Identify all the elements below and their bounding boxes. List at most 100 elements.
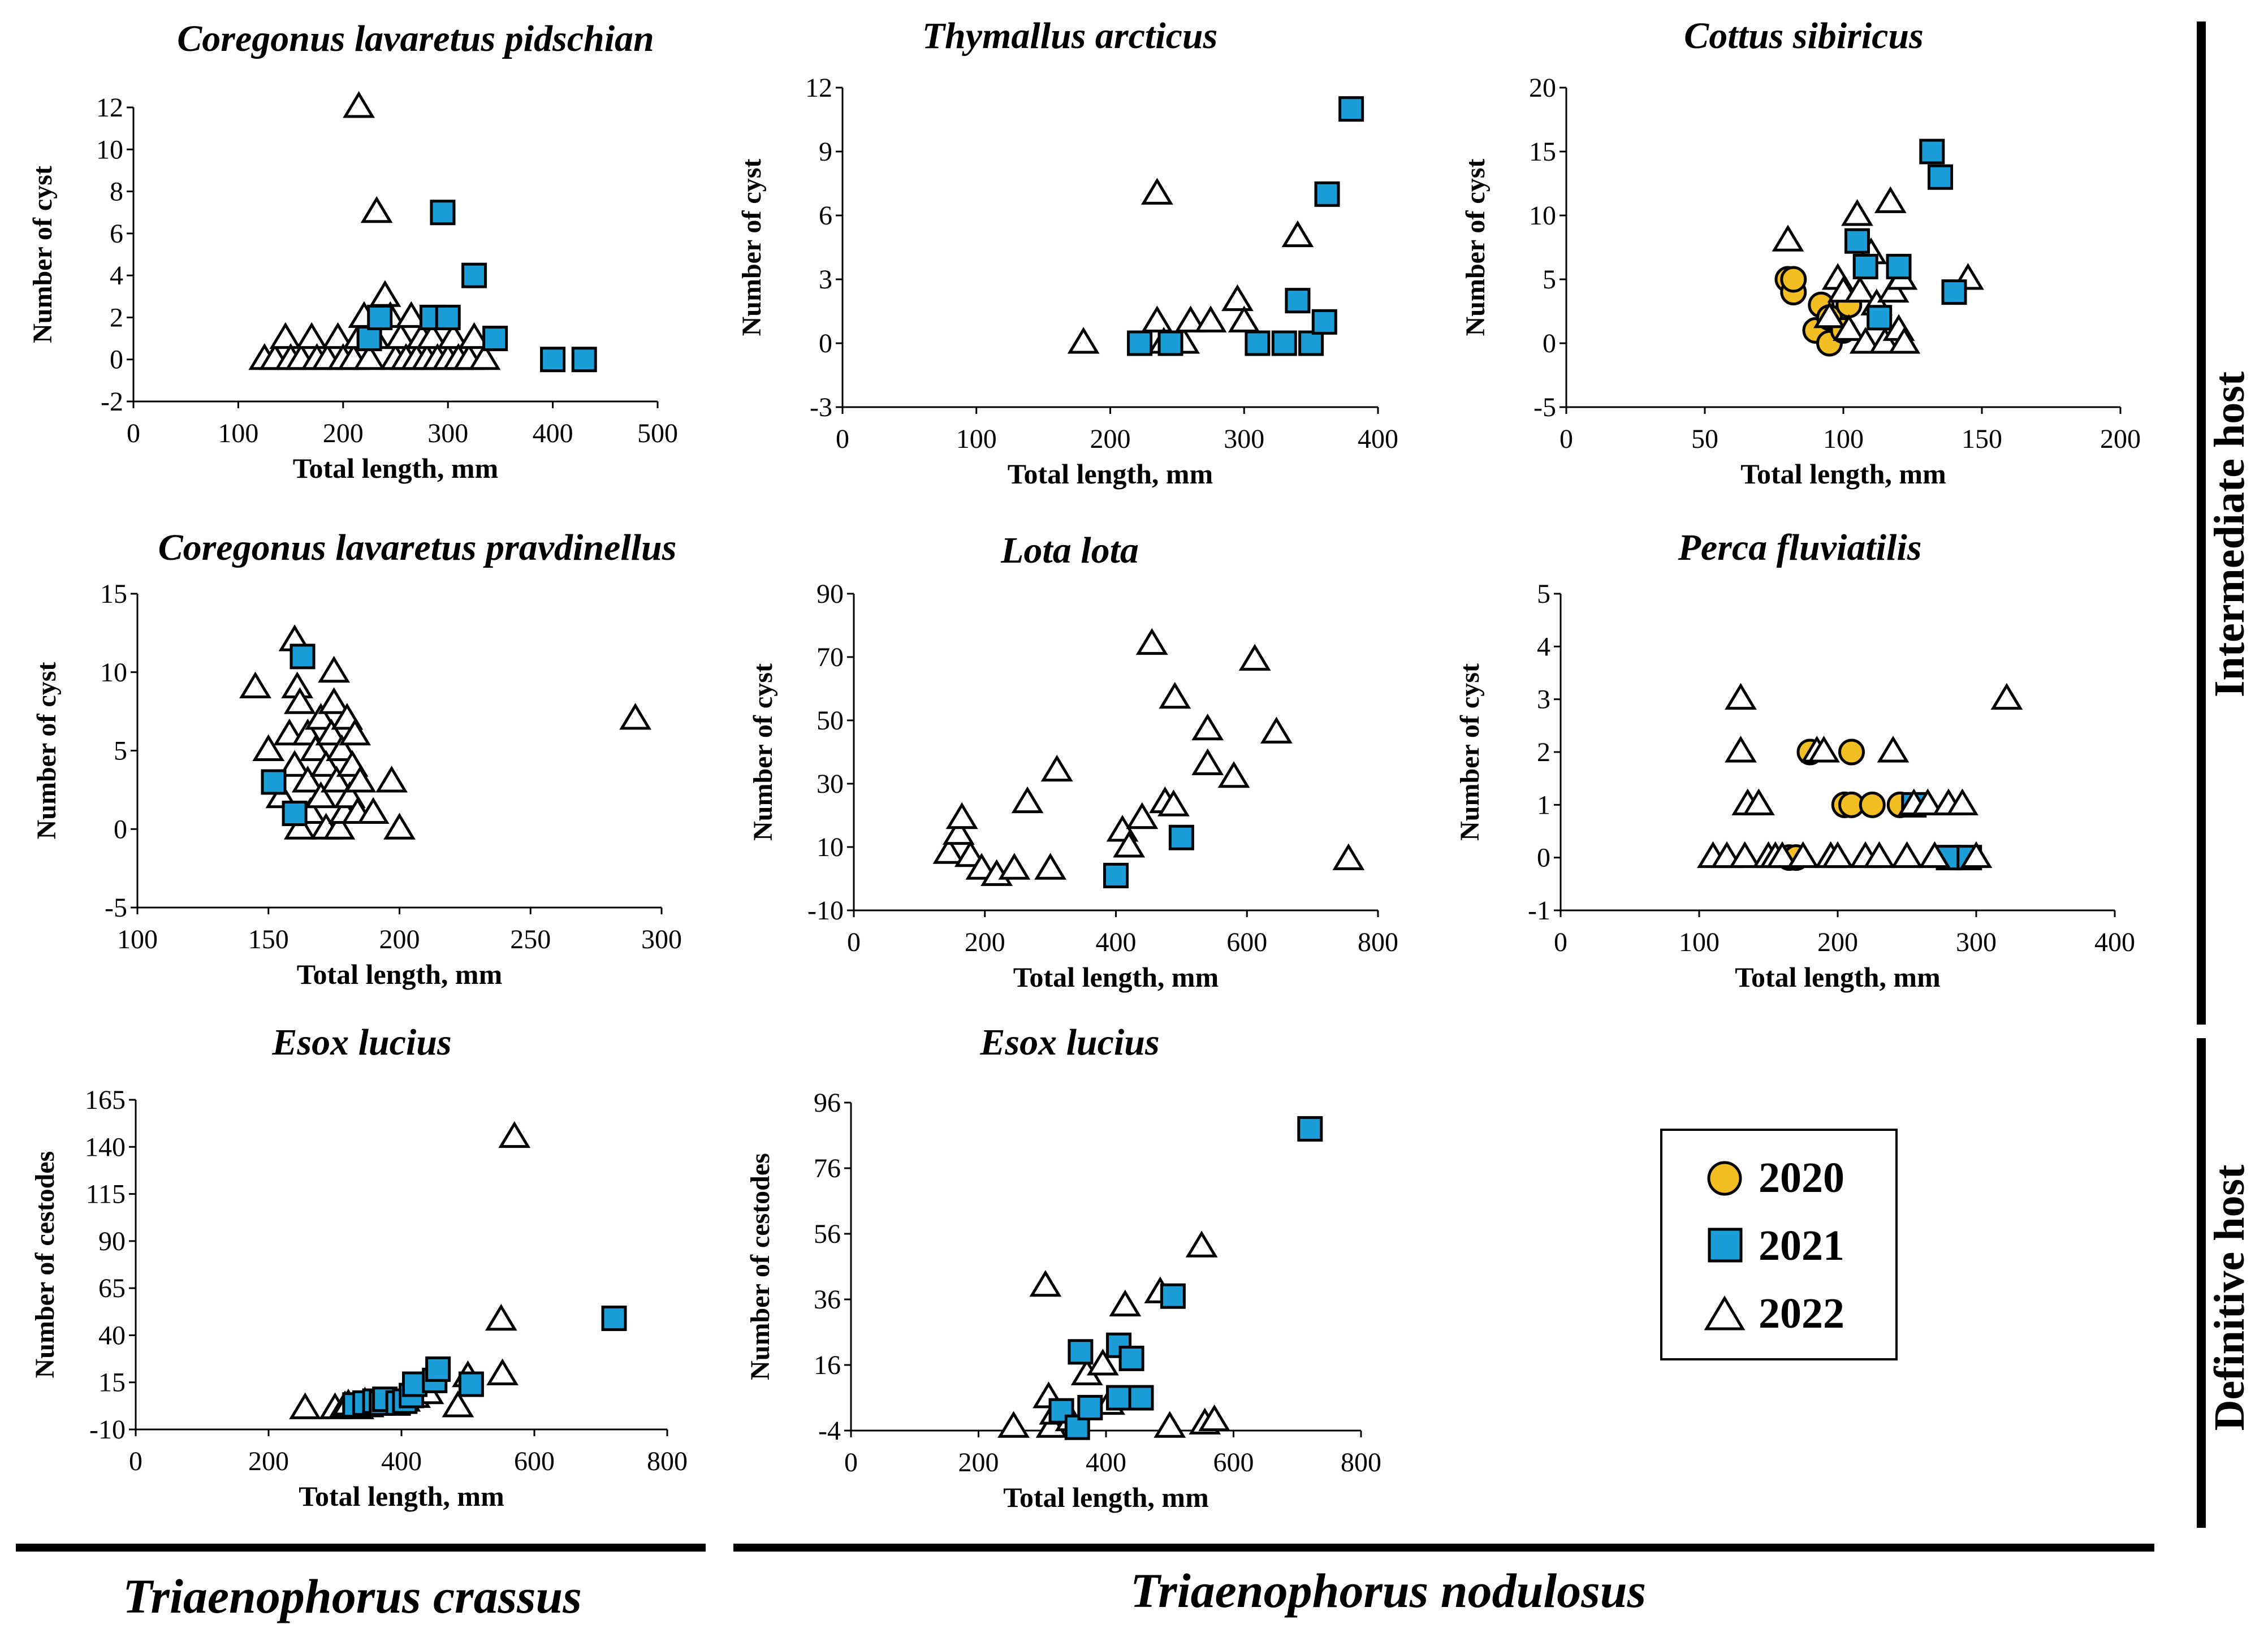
data-point-2021 bbox=[1338, 96, 1364, 122]
data-point-2021 bbox=[1103, 862, 1129, 888]
data-point-2022 bbox=[437, 322, 469, 349]
data-point-2022 bbox=[339, 718, 371, 746]
data-point-2022 bbox=[1141, 305, 1173, 332]
y-tick-label: 5 bbox=[114, 736, 127, 766]
data-point-2021 bbox=[1271, 330, 1297, 356]
x-tick-label: 200 bbox=[965, 927, 1005, 957]
data-point-2022 bbox=[291, 766, 324, 793]
x-tick-label: 150 bbox=[1962, 424, 2002, 454]
y-tick-label: 10 bbox=[96, 135, 123, 165]
data-point-2022 bbox=[1067, 327, 1100, 354]
data-point-2022 bbox=[1217, 761, 1250, 788]
data-point-2021 bbox=[1128, 1385, 1154, 1411]
data-point-2022 bbox=[1113, 831, 1146, 858]
data-point-2021 bbox=[1941, 279, 1967, 305]
data-point-2022 bbox=[322, 322, 354, 349]
data-point-2022 bbox=[1877, 275, 1910, 303]
data-point-2022 bbox=[1332, 843, 1365, 870]
y-tick-label: 0 bbox=[1543, 329, 1556, 358]
data-point-2022 bbox=[326, 734, 358, 761]
data-point-2022 bbox=[1194, 305, 1227, 332]
data-point-2021 bbox=[1867, 305, 1893, 331]
x-tick-label: 800 bbox=[1358, 927, 1398, 957]
data-point-2021 bbox=[1168, 824, 1194, 850]
x-axis-label: Total length, mm bbox=[1008, 458, 1213, 490]
data-point-2022 bbox=[252, 734, 285, 761]
data-point-2022 bbox=[239, 671, 271, 698]
x-axis-label: Total length, mm bbox=[1013, 961, 1219, 993]
y-tick-label: 5 bbox=[1537, 579, 1550, 609]
y-tick-label: 5 bbox=[1543, 265, 1556, 295]
data-point-2022 bbox=[468, 343, 501, 370]
x-tick-label: 200 bbox=[958, 1448, 999, 1477]
data-point-2022 bbox=[1109, 1289, 1142, 1317]
y-tick-label: -5 bbox=[1533, 392, 1556, 422]
data-point-2021 bbox=[1068, 1339, 1094, 1365]
x-tick-label: 0 bbox=[1559, 424, 1573, 454]
x-tick-label: 0 bbox=[844, 1448, 858, 1477]
data-point-2022 bbox=[1729, 841, 1761, 869]
legend: 2020 2021 2022 bbox=[1660, 1129, 1898, 1360]
data-point-2022 bbox=[1154, 1411, 1186, 1438]
nodulosus-label: Triaenophorus nodulosus bbox=[1130, 1563, 1646, 1618]
y-tick-label: 96 bbox=[814, 1088, 841, 1118]
x-tick-label: 100 bbox=[1679, 927, 1720, 957]
data-point-2022 bbox=[1198, 1404, 1231, 1432]
data-point-2022 bbox=[486, 1358, 519, 1385]
x-tick-label: 500 bbox=[637, 418, 678, 448]
data-point-2022 bbox=[619, 703, 652, 730]
data-point-2020 bbox=[1838, 738, 1865, 766]
y-tick-label: -3 bbox=[810, 392, 832, 422]
y-tick-label: 115 bbox=[86, 1180, 126, 1209]
y-tick-label: -5 bbox=[105, 893, 127, 923]
y-axis-label: Number of cyst bbox=[748, 663, 778, 841]
data-point-2022 bbox=[299, 734, 332, 761]
data-point-2022 bbox=[1874, 186, 1907, 213]
chart-title: Coregonus lavaretus pravdinellus bbox=[158, 527, 677, 568]
y-tick-label: 4 bbox=[110, 261, 123, 291]
x-tick-label: 300 bbox=[1224, 424, 1264, 454]
x-tick-label: 400 bbox=[1358, 424, 1398, 454]
data-point-2022 bbox=[369, 280, 401, 307]
y-tick-label: 76 bbox=[814, 1154, 841, 1183]
data-point-2022 bbox=[353, 343, 386, 370]
y-tick-label: 2 bbox=[110, 303, 123, 332]
data-point-2022 bbox=[1040, 754, 1073, 782]
data-point-2022 bbox=[1960, 841, 1993, 869]
data-point-2022 bbox=[1911, 788, 1944, 815]
data-point-2022 bbox=[1191, 713, 1224, 741]
data-point-2021 bbox=[425, 1356, 451, 1382]
y-axis-label: Number of cyst bbox=[32, 662, 62, 840]
y-tick-label: 2 bbox=[1537, 737, 1550, 767]
data-point-2021 bbox=[1106, 1332, 1132, 1358]
data-point-2022 bbox=[1742, 788, 1775, 815]
x-tick-label: 200 bbox=[379, 924, 420, 954]
data-point-2022 bbox=[310, 750, 343, 777]
data-point-2022 bbox=[1888, 327, 1921, 354]
data-point-2022 bbox=[1135, 628, 1168, 655]
data-point-2021 bbox=[1245, 330, 1271, 356]
y-axis-label: Number of cyst bbox=[1455, 663, 1485, 841]
y-tick-label: -10 bbox=[807, 896, 844, 926]
data-point-2022 bbox=[458, 322, 490, 349]
x-tick-label: 400 bbox=[2094, 927, 2135, 957]
legend-label-2021: 2021 bbox=[1759, 1222, 1844, 1269]
y-tick-label: -10 bbox=[89, 1415, 126, 1445]
chart-title: Coregonus lavaretus pidschian bbox=[177, 18, 654, 59]
x-tick-label: 200 bbox=[1090, 424, 1131, 454]
data-point-2021 bbox=[1928, 164, 1953, 190]
data-point-2022 bbox=[1228, 305, 1260, 332]
chart-panel-1: Coregonus lavaretus pidschian-2024681012… bbox=[28, 18, 678, 484]
y-tick-label: 16 bbox=[814, 1350, 841, 1380]
y-tick-label: 0 bbox=[110, 345, 123, 375]
data-point-2021 bbox=[435, 304, 461, 330]
data-point-2021 bbox=[1157, 330, 1183, 356]
data-point-2022 bbox=[269, 322, 302, 349]
data-point-2021 bbox=[1886, 253, 1912, 279]
data-point-2022 bbox=[1869, 327, 1901, 354]
data-point-2022 bbox=[1725, 682, 1757, 710]
chart-panel-5: Lota lota -10 10 30 50 70 90 0 200 400 600 800 Total… bbox=[748, 530, 1398, 993]
y-tick-label: 1 bbox=[1537, 790, 1550, 820]
x-tick-label: 100 bbox=[1823, 424, 1864, 454]
